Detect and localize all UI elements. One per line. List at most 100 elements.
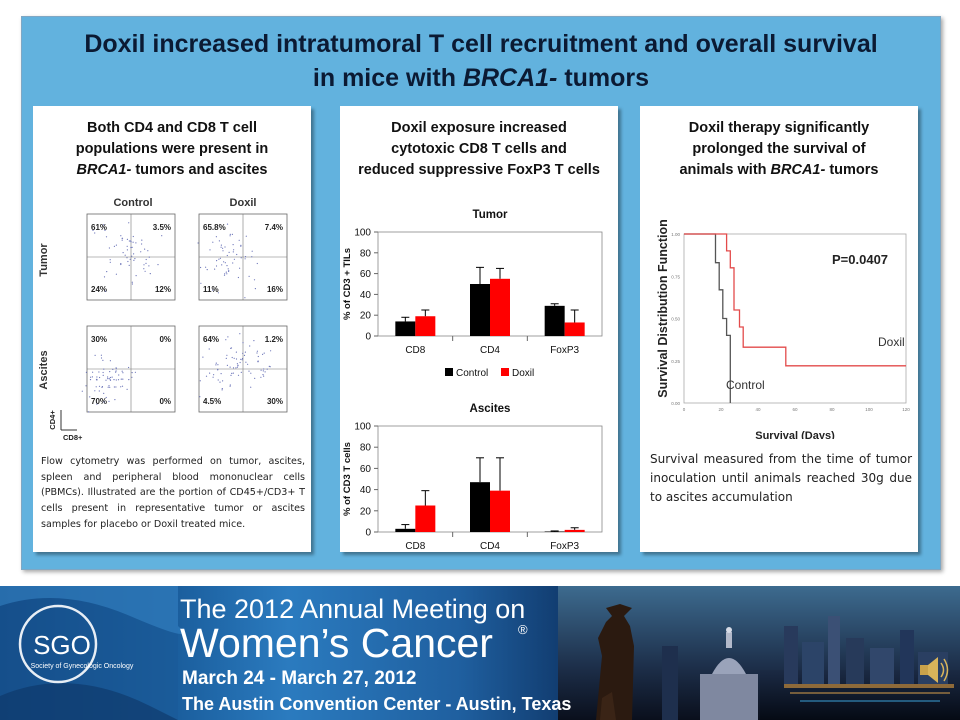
- flow-dot: [122, 372, 124, 374]
- flow-dot: [224, 246, 226, 248]
- flow-dot: [245, 235, 247, 237]
- bar-charts-panel: Doxil exposure increased cytotoxic CD8 T…: [340, 106, 618, 552]
- flow-plot-ascites-doxil: 64% 1.2% 4.5% 30%: [198, 325, 288, 413]
- flow-dot: [141, 243, 143, 245]
- flow-dot: [115, 379, 117, 381]
- bar-title-line2: cytotoxic CD8 T cells and: [391, 141, 567, 157]
- flow-dot: [126, 388, 128, 390]
- flow-dot: [239, 267, 241, 269]
- flow-dot: [128, 240, 130, 242]
- flow-dot: [212, 289, 214, 291]
- flow-dot: [212, 241, 214, 243]
- legend-label: Control: [456, 368, 488, 379]
- survival-title-line1: Doxil therapy significantly: [688, 120, 870, 136]
- flow-dot: [220, 373, 222, 375]
- flow-y-axis-label: CD4+: [48, 410, 57, 430]
- flow-dot: [257, 355, 259, 358]
- flow-dot: [262, 370, 264, 372]
- flow-dot: [99, 376, 101, 379]
- flow-dot: [251, 250, 253, 252]
- flow-dot: [131, 376, 133, 378]
- y-tick-label: 80: [360, 443, 372, 454]
- flow-dot: [120, 263, 122, 265]
- y-tick-label: 0: [365, 332, 371, 343]
- flow-dot: [89, 379, 92, 381]
- flow-plot-tumor-doxil: 65.8% 7.4% 11% 16%: [197, 213, 288, 301]
- survival-curve: [684, 233, 731, 403]
- flow-dot: [218, 258, 220, 260]
- flow-dot: [235, 367, 237, 369]
- flow-dot: [98, 390, 100, 392]
- x-tick-label: 40: [755, 407, 761, 412]
- flow-dot: [128, 379, 130, 381]
- flow-dot: [120, 263, 122, 266]
- flow-dot: [240, 245, 242, 247]
- x-axis-label: Survival (Days): [755, 430, 835, 439]
- flow-dot: [131, 255, 133, 257]
- flow-dot: [127, 260, 129, 263]
- flow-dot: [244, 351, 246, 353]
- flow-dot: [120, 378, 122, 380]
- flow-dot: [115, 370, 117, 372]
- flow-dot: [221, 388, 223, 390]
- flow-cytometry-grid: Control Doxil Tumor Ascites 61% 3.5% 24%…: [38, 197, 288, 442]
- flow-dot: [232, 262, 234, 264]
- flow-title-line3: BRCA1- tumors and ascites: [33, 160, 311, 181]
- flow-dot: [242, 352, 244, 354]
- bar: [564, 322, 585, 336]
- y-tick-label: 60: [360, 464, 372, 475]
- flow-dot: [209, 372, 211, 374]
- flow-dot: [241, 359, 243, 361]
- flow-dot: [215, 236, 217, 238]
- flow-dot: [133, 253, 135, 255]
- flow-dot: [94, 390, 96, 392]
- survival-title-line2: prolonged the survival of: [692, 141, 866, 157]
- flow-dot: [215, 265, 218, 267]
- flow-pct: 30%: [267, 397, 283, 406]
- series-label-doxil: Doxil: [878, 335, 905, 349]
- flow-dot: [131, 283, 133, 285]
- flow-dot: [132, 241, 134, 243]
- flow-dot: [128, 366, 130, 369]
- survival-title-pre: animals with: [679, 162, 771, 178]
- flow-dot: [121, 239, 123, 241]
- survival-title-line3: animals with BRCA1- tumors: [640, 160, 918, 181]
- flow-dot: [200, 266, 202, 269]
- flow-pct: 12%: [155, 285, 171, 294]
- flow-dot: [100, 354, 102, 356]
- flow-dot: [128, 222, 130, 224]
- y-tick-label: 0.00: [671, 401, 680, 406]
- slide-title-line1: Doxil increased intratumoral T cell recr…: [84, 30, 878, 58]
- flow-dot: [94, 354, 96, 356]
- flow-dot: [108, 400, 110, 402]
- bar: [470, 284, 490, 336]
- flow-dot: [113, 386, 115, 388]
- flow-dot: [229, 366, 231, 368]
- bar-title-line1: Doxil exposure increased: [391, 120, 567, 136]
- survival-caption: Survival measured from the time of tumor…: [650, 452, 912, 504]
- flow-dot: [115, 367, 117, 369]
- flow-dot: [135, 275, 137, 277]
- flow-dot: [237, 276, 239, 279]
- flow-dot: [229, 233, 231, 235]
- sgo-org-name: Society of Gynecologic Oncology: [31, 663, 134, 670]
- flow-dot: [225, 271, 227, 273]
- flow-dot: [247, 363, 249, 365]
- flow-pct: 65.8%: [203, 223, 226, 232]
- flow-dot: [109, 379, 112, 381]
- flow-dot: [106, 271, 108, 273]
- flow-dot: [233, 357, 235, 359]
- flow-dot: [225, 357, 227, 359]
- flow-dot: [263, 368, 265, 370]
- speaker-icon[interactable]: [920, 657, 949, 683]
- banner-line4: The Austin Convention Center - Austin, T…: [182, 694, 571, 714]
- legend-swatch: [501, 368, 509, 376]
- flow-dot: [242, 342, 244, 344]
- flow-dot: [115, 244, 117, 246]
- flow-dot: [240, 371, 242, 373]
- flow-dot: [95, 379, 98, 381]
- banner-artwork: SGO Society of Gynecologic Oncology The …: [0, 586, 960, 720]
- flow-dot: [199, 396, 201, 398]
- flow-dot: [115, 371, 117, 373]
- plot-frame: [683, 233, 907, 404]
